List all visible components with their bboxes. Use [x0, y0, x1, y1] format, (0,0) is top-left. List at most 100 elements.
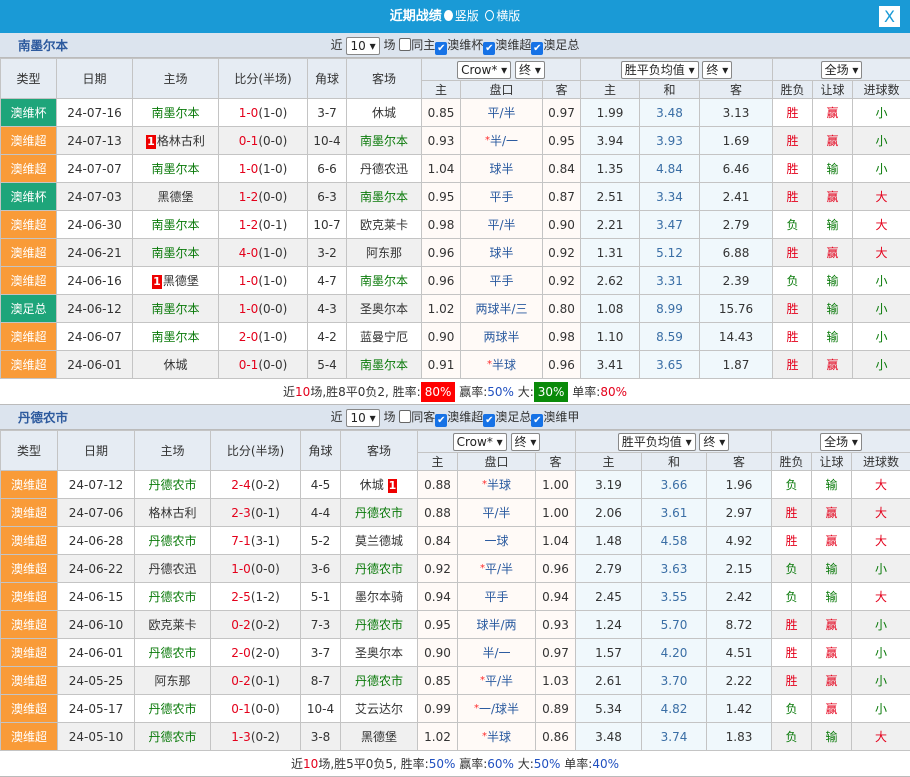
team-name[interactable]: 阿东那	[154, 674, 191, 688]
match-type[interactable]: 澳维超	[0, 694, 58, 723]
team-name[interactable]: 丹德农市	[354, 562, 403, 576]
score[interactable]: 2-0(1-0)	[218, 322, 308, 351]
filter-checkbox[interactable]: ✔	[531, 42, 544, 55]
team-name[interactable]: 丹德农市	[148, 646, 197, 660]
score[interactable]: 0-1(0-0)	[218, 126, 308, 155]
team-name[interactable]: 南墨尔本	[151, 246, 200, 260]
match-type[interactable]: 澳维超	[0, 238, 57, 267]
match-type[interactable]: 澳维超	[0, 266, 57, 295]
team-name[interactable]: 丹德农市	[148, 534, 197, 548]
team-name[interactable]: 丹德农市	[148, 478, 197, 492]
match-type[interactable]: 澳维杯	[0, 98, 57, 127]
score[interactable]: 0-1(0-0)	[218, 350, 308, 379]
team-name[interactable]: 南墨尔本	[151, 218, 200, 232]
radio-horizontal[interactable]	[485, 10, 495, 21]
team-name[interactable]: 圣奥尔本	[354, 646, 403, 660]
match-type[interactable]: 澳维超	[0, 610, 58, 639]
score[interactable]: 2-5(1-2)	[210, 582, 301, 611]
score[interactable]: 1-0(1-0)	[218, 154, 308, 183]
company-select[interactable]: Crow* ▾	[452, 432, 507, 451]
match-type[interactable]: 澳维超	[0, 126, 57, 155]
euro-select[interactable]: 胜平负均值 ▾	[620, 60, 699, 79]
score[interactable]: 2-4(0-2)	[210, 470, 301, 499]
horizontal-label[interactable]: 横版	[496, 9, 521, 23]
match-type[interactable]: 澳维超	[0, 582, 58, 611]
score[interactable]: 1-2(0-0)	[218, 182, 308, 211]
team-name[interactable]: 丹德农市	[148, 590, 197, 604]
score[interactable]: 1-0(1-0)	[218, 98, 308, 127]
euro-stage-select[interactable]: 终 ▾	[702, 60, 733, 79]
company-select[interactable]: Crow* ▾	[457, 60, 512, 79]
stage-select[interactable]: 终 ▾	[515, 60, 545, 79]
team-name[interactable]: 南墨尔本	[151, 162, 200, 176]
score[interactable]: 1-0(0-0)	[218, 294, 308, 323]
filter-checkbox[interactable]: ✔	[435, 414, 448, 427]
close-button[interactable]: X	[879, 6, 900, 27]
match-type[interactable]: 澳维超	[0, 470, 58, 499]
team-name[interactable]: 黑德堡	[162, 274, 199, 288]
team-name[interactable]: 丹德农迅	[359, 162, 408, 176]
range-select[interactable]: 全场 ▾	[820, 60, 863, 79]
filter-checkbox[interactable]: ✔	[483, 414, 496, 427]
team-name[interactable]: 南墨尔本	[151, 106, 200, 120]
score[interactable]: 2-3(0-1)	[210, 498, 301, 527]
radio-vertical[interactable]	[443, 10, 453, 21]
team-name[interactable]: 南墨尔本	[359, 190, 408, 204]
same-venue-checkbox[interactable]	[399, 38, 412, 51]
team-name[interactable]: 丹德农市	[148, 730, 197, 744]
match-type[interactable]: 澳维超	[0, 498, 58, 527]
team-name[interactable]: 蓝曼宁厄	[359, 330, 408, 344]
team-name[interactable]: 休城	[163, 358, 188, 372]
match-type[interactable]: 澳维超	[0, 210, 57, 239]
team-name[interactable]: 南墨尔本	[359, 134, 408, 148]
match-type[interactable]: 澳维超	[0, 638, 58, 667]
team-name[interactable]: 南墨尔本	[359, 358, 408, 372]
score[interactable]: 0-1(0-0)	[210, 694, 301, 723]
score[interactable]: 1-0(0-0)	[210, 554, 301, 583]
team-name[interactable]: 丹德农市	[148, 702, 197, 716]
score[interactable]: 0-2(0-2)	[210, 610, 301, 639]
score[interactable]: 1-2(0-1)	[218, 210, 308, 239]
match-count-select[interactable]: 10 ▾	[346, 408, 380, 427]
team-name[interactable]: 阿东那	[365, 246, 402, 260]
team-name[interactable]: 休城	[359, 478, 384, 492]
score[interactable]: 0-2(0-1)	[210, 666, 301, 695]
team-name[interactable]: 南墨尔本	[359, 274, 408, 288]
score[interactable]: 4-0(1-0)	[218, 238, 308, 267]
filter-checkbox[interactable]: ✔	[531, 414, 544, 427]
team-name[interactable]: 墨尔本骑	[354, 590, 403, 604]
team-name[interactable]: 南墨尔本	[151, 330, 200, 344]
team-name[interactable]: 丹德农迅	[148, 562, 197, 576]
team-name[interactable]: 欧克莱卡	[148, 618, 197, 632]
team-name[interactable]: 黑德堡	[360, 730, 397, 744]
team-name[interactable]: 格林古利	[156, 134, 205, 148]
match-type[interactable]: 澳维超	[0, 154, 57, 183]
match-count-select[interactable]: 10 ▾	[346, 36, 380, 55]
match-type[interactable]: 澳维超	[0, 350, 57, 379]
vertical-label[interactable]: 竖版	[454, 9, 479, 23]
match-type[interactable]: 澳维超	[0, 554, 58, 583]
match-type[interactable]: 澳维超	[0, 722, 58, 751]
score[interactable]: 1-3(0-2)	[210, 722, 301, 751]
match-type[interactable]: 澳维超	[0, 666, 58, 695]
same-venue-checkbox[interactable]	[399, 410, 412, 423]
score[interactable]: 1-0(1-0)	[218, 266, 308, 295]
team-name[interactable]: 丹德农市	[354, 618, 403, 632]
team-name[interactable]: 休城	[371, 106, 396, 120]
filter-checkbox[interactable]: ✔	[483, 42, 496, 55]
range-select[interactable]: 全场 ▾	[820, 432, 862, 451]
team-name[interactable]: 丹德农市	[354, 506, 403, 520]
stage-select[interactable]: 终 ▾	[510, 432, 541, 451]
team-name[interactable]: 圣奥尔本	[359, 302, 408, 316]
team-name[interactable]: 南墨尔本	[151, 302, 200, 316]
euro-select[interactable]: 胜平负均值 ▾	[617, 432, 696, 451]
match-type[interactable]: 澳维杯	[0, 182, 57, 211]
team-name[interactable]: 欧克莱卡	[359, 218, 408, 232]
match-type[interactable]: 澳足总	[0, 294, 57, 323]
team-name[interactable]: 丹德农市	[354, 674, 403, 688]
team-name[interactable]: 黑德堡	[157, 190, 194, 204]
team-name[interactable]: 格林古利	[148, 506, 197, 520]
match-type[interactable]: 澳维超	[0, 322, 57, 351]
euro-stage-select[interactable]: 终 ▾	[699, 432, 730, 451]
score[interactable]: 7-1(3-1)	[210, 526, 301, 555]
